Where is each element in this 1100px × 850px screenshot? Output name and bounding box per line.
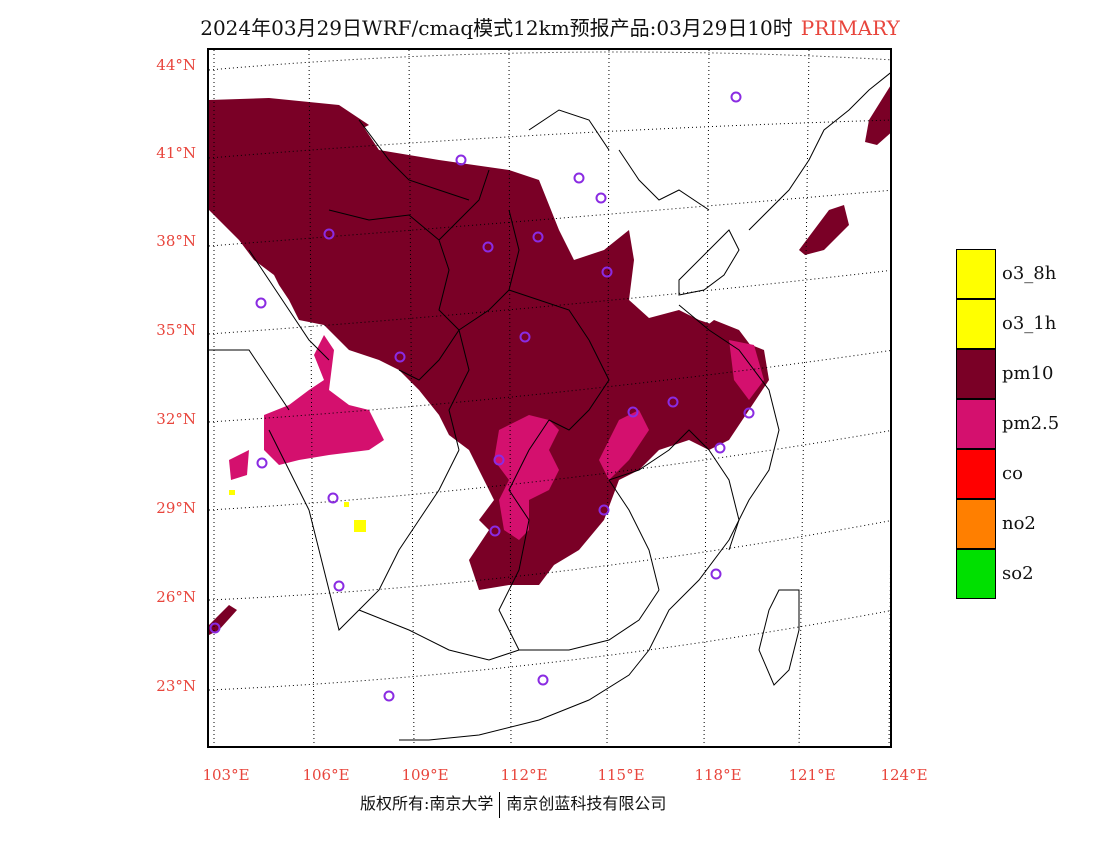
map-panel[interactable] [207,48,892,748]
lon-label: 109°E [401,766,449,784]
lon-label: 118°E [694,766,742,784]
station-marker [209,622,221,634]
lat-label: 44°N [156,56,196,74]
station-marker [455,154,467,166]
legend-swatch [956,249,996,299]
station-marker [730,91,742,103]
station-marker [482,241,494,253]
legend-label: so2 [1002,563,1034,584]
station-marker [667,396,679,408]
pm10-regions [209,86,890,635]
footer-separator [499,791,501,818]
legend-swatch [956,349,996,399]
station-marker [537,674,549,686]
pm25-anhui-region [599,410,649,480]
lat-label: 41°N [156,144,196,162]
legend-label: pm2.5 [1002,413,1060,434]
map-title: 2024年03月29日WRF/cmaq模式12km预报产品:03月29日10时 P… [0,12,1100,41]
station-marker [327,492,339,504]
legend-label: o3_8h [1002,263,1057,284]
copyright-footer: 版权所有:南京大学 南京创蓝科技有限公司 [360,790,666,818]
legend-label: co [1002,463,1023,484]
lat-label: 35°N [156,321,196,339]
legend-swatch [956,399,996,449]
lat-label: 29°N [156,499,196,517]
legend-swatch [956,449,996,499]
title-main: 2024年03月29日WRF/cmaq模式12km预报产品:03月29日10时 [200,16,793,40]
station-marker [573,172,585,184]
station-marker [493,454,505,466]
pm10-northeast-strip [865,86,890,145]
lon-label: 106°E [302,766,350,784]
lat-label: 23°N [156,677,196,695]
o3-patch-3 [344,502,349,507]
station-marker [710,568,722,580]
coastline [399,72,890,741]
legend-swatch [956,499,996,549]
province-boundaries [209,109,740,661]
station-marker [601,266,613,278]
footer-left: 版权所有:南京大学 [360,794,494,813]
lon-label: 124°E [880,766,928,784]
station-marker [394,351,406,363]
station-marker [743,407,755,419]
station-marker [489,525,501,537]
station-marker [255,297,267,309]
station-marker [627,406,639,418]
station-marker [323,228,335,240]
lon-label: 112°E [500,766,548,784]
graticule [209,50,890,746]
station-marker [598,504,610,516]
lon-label: 121°E [788,766,836,784]
pm10-liaoning-strip [799,205,849,255]
pm25-sichuan-region [264,335,384,465]
station-marker [383,690,395,702]
taiwan-outline [758,589,800,686]
map-canvas [209,50,890,746]
station-marker [595,192,607,204]
station-marker [714,442,726,454]
pm25-sw-small [229,450,249,480]
title-tag: PRIMARY [800,16,900,40]
lat-axis: 44°N 41°N 38°N 35°N 32°N 29°N 26°N 23°N [120,0,196,850]
legend-label: o3_1h [1002,313,1057,334]
pm10-northwest-strip [209,98,369,140]
lon-label: 103°E [202,766,250,784]
station-marker [532,231,544,243]
station-marker [519,331,531,343]
legend-label: pm10 [1002,363,1054,384]
lat-label: 26°N [156,588,196,606]
o3-patch-1 [354,520,366,532]
footer-right: 南京创蓝科技有限公司 [506,794,667,813]
station-markers [209,91,755,702]
o3-patches [229,490,366,532]
station-marker [333,580,345,592]
o3-patch-2 [229,490,235,495]
lon-label: 115°E [597,766,645,784]
legend-label: no2 [1002,513,1036,534]
legend-swatch [956,549,996,599]
lat-label: 32°N [156,410,196,428]
legend-swatch [956,299,996,349]
station-marker [256,457,268,469]
lat-label: 38°N [156,232,196,250]
pm10-north-region [209,100,769,590]
pm10-southwest-patch [209,605,237,635]
